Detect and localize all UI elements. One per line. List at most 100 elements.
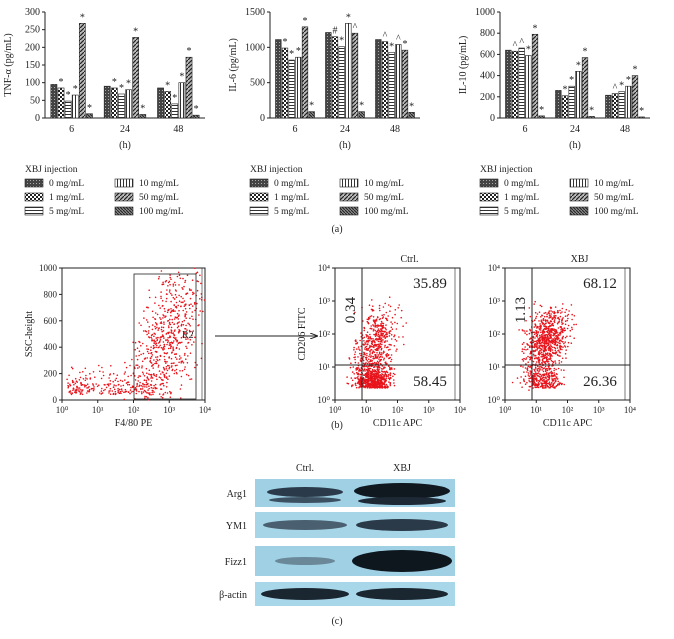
y-tick-label: 10⁰ <box>487 395 500 405</box>
event-dot <box>536 384 538 386</box>
event-dot <box>168 375 171 377</box>
legend-title: XBJ injection <box>25 165 78 175</box>
event-dot <box>537 372 540 374</box>
event-dot <box>532 336 535 339</box>
event-dot <box>567 313 570 316</box>
event-dot <box>70 393 73 396</box>
event-dot <box>174 293 177 296</box>
event-dot <box>564 315 567 318</box>
bar <box>157 87 164 119</box>
event-dot <box>544 336 547 338</box>
event-dot <box>546 379 548 382</box>
event-dot <box>550 329 553 332</box>
event-dot <box>127 391 130 393</box>
event-dot <box>559 334 561 336</box>
event-dot <box>374 371 376 373</box>
event-dot <box>392 375 394 378</box>
event-dot <box>382 316 385 318</box>
event-dot <box>369 333 371 336</box>
event-dot <box>373 321 376 324</box>
event-dot <box>536 346 538 349</box>
event-dot <box>166 364 169 367</box>
event-dot <box>567 345 569 348</box>
event-dot <box>534 384 536 387</box>
event-dot <box>130 391 133 393</box>
event-dot <box>134 341 137 344</box>
event-dot <box>545 334 548 336</box>
event-dot <box>523 341 525 344</box>
event-dot <box>535 317 537 320</box>
event-dot <box>387 349 390 351</box>
event-dot <box>381 343 383 346</box>
event-dot <box>552 334 554 337</box>
event-dot <box>168 321 171 324</box>
event-dot <box>379 338 382 341</box>
event-dot <box>528 377 530 380</box>
event-dot <box>365 341 368 343</box>
event-dot <box>160 346 163 349</box>
event-dot <box>536 347 539 350</box>
event-dot <box>126 381 129 384</box>
event-dot <box>136 364 139 367</box>
event-dot <box>547 321 549 323</box>
event-dot <box>164 310 166 313</box>
event-dot <box>146 392 148 394</box>
bar <box>132 37 140 119</box>
event-dot <box>181 320 184 323</box>
event-dot <box>143 389 146 392</box>
y-tick-label: 800 <box>480 28 495 39</box>
event-dot <box>168 326 170 329</box>
event-dot <box>525 358 527 361</box>
event-dot <box>386 335 388 338</box>
event-dot <box>553 369 555 372</box>
event-dot <box>172 283 175 286</box>
event-dot <box>156 313 159 316</box>
y-tick-label: 400 <box>44 342 58 352</box>
event-dot <box>553 319 556 321</box>
event-dot <box>549 331 552 333</box>
event-dot <box>86 378 88 380</box>
event-dot <box>560 345 562 348</box>
event-dot <box>147 348 150 351</box>
significance-marker: * <box>133 26 138 37</box>
x-axis-label: CD11c APC <box>373 418 423 429</box>
event-dot <box>159 317 161 319</box>
event-dot <box>545 373 547 375</box>
event-dot <box>366 352 368 355</box>
event-dot <box>151 391 153 394</box>
event-dot <box>386 352 389 355</box>
event-dot <box>146 357 148 359</box>
event-dot <box>160 328 163 331</box>
event-dot <box>368 362 371 365</box>
event-dot <box>119 390 122 393</box>
event-dot <box>147 332 150 334</box>
event-dot <box>555 330 558 333</box>
event-dot <box>72 387 75 390</box>
event-dot <box>126 383 129 386</box>
event-dot <box>518 329 520 331</box>
event-dot <box>170 300 172 303</box>
event-dot <box>131 358 133 361</box>
event-dot <box>561 318 563 320</box>
event-dot <box>550 313 552 315</box>
legend-label: 5 mg/mL <box>274 207 309 217</box>
event-dot <box>552 322 554 325</box>
event-dot <box>369 382 372 385</box>
event-dot <box>150 352 153 354</box>
event-dot <box>547 358 550 360</box>
significance-marker: * <box>303 16 308 27</box>
event-dot <box>538 373 541 375</box>
event-dot <box>135 364 137 367</box>
event-dot <box>143 317 145 319</box>
event-dot <box>74 391 76 394</box>
event-dot <box>356 382 359 385</box>
event-dot <box>167 325 170 327</box>
event-dot <box>197 280 199 283</box>
event-dot <box>370 338 373 340</box>
event-dot <box>168 331 170 334</box>
event-dot <box>171 368 174 371</box>
event-dot <box>388 335 391 337</box>
event-dot <box>68 390 71 393</box>
event-dot <box>138 366 141 368</box>
event-dot <box>170 326 173 329</box>
